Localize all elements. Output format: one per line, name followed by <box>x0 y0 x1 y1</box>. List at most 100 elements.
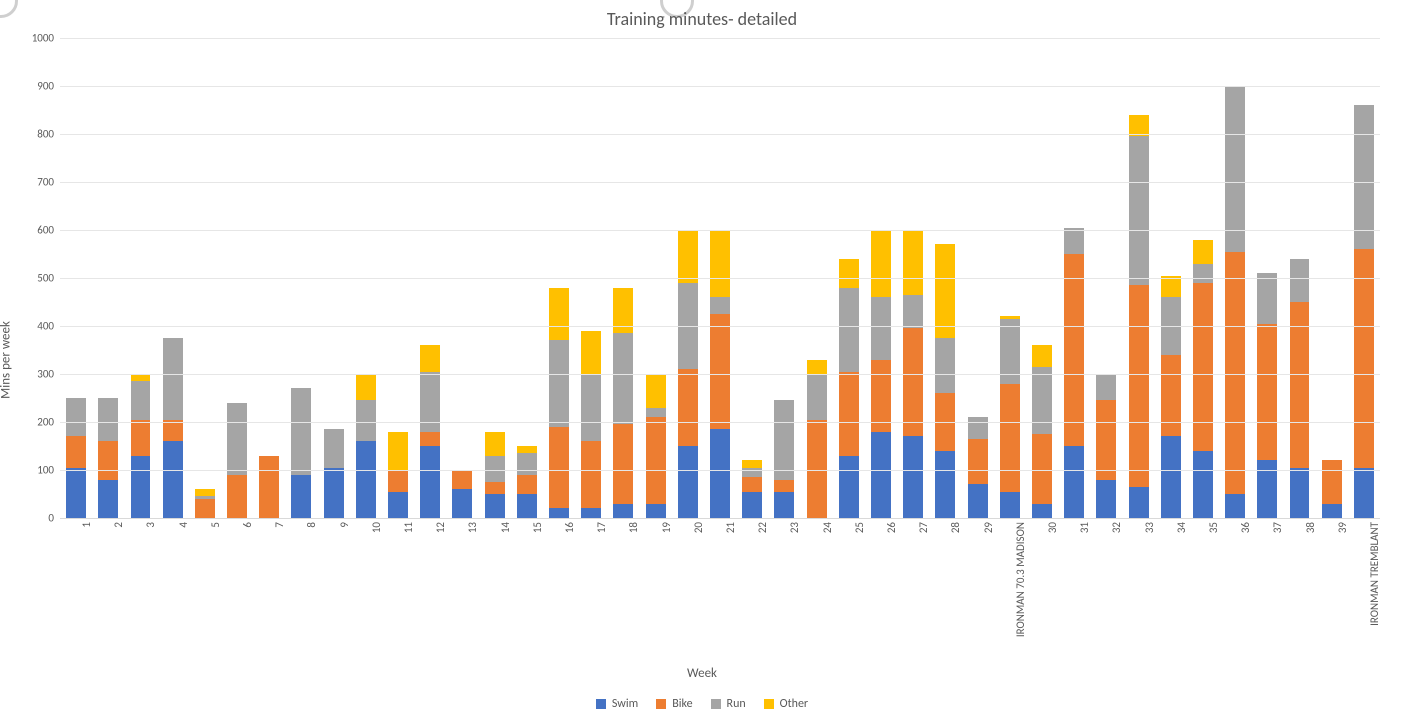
gridline <box>60 38 1380 39</box>
bar-segment-run <box>1354 105 1374 249</box>
x-tick-label: 26 <box>885 522 898 533</box>
bar-segment-swim <box>1354 468 1374 518</box>
bar-segment-bike <box>1129 285 1149 487</box>
bar-segment-swim <box>646 504 666 518</box>
bar-segment-swim <box>1322 504 1342 518</box>
bar-segment-other <box>678 230 698 283</box>
bar-segment-swim <box>839 456 859 518</box>
bar-segment-bike <box>388 470 408 492</box>
plot-area: 0100200300400500600700800900100012345678… <box>60 38 1380 519</box>
bar-segment-bike <box>646 417 666 503</box>
gridline <box>60 230 1380 231</box>
bar-segment-run <box>935 338 955 393</box>
y-tick-label: 800 <box>37 128 60 141</box>
x-tick-label: 24 <box>821 522 834 533</box>
bar-segment-swim <box>581 508 601 518</box>
bar-segment-bike <box>195 499 215 518</box>
x-tick-label: 12 <box>434 522 447 533</box>
bar-segment-bike <box>710 314 730 429</box>
bar-segment-swim <box>1096 480 1116 518</box>
x-tick-label: 19 <box>660 522 673 533</box>
y-tick-label: 600 <box>37 224 60 237</box>
gridline <box>60 86 1380 87</box>
bar-segment-other <box>710 230 730 297</box>
bar-segment-run <box>485 456 505 482</box>
x-tick-label: 31 <box>1078 522 1091 533</box>
bar-segment-run <box>1032 367 1052 434</box>
y-tick-label: 1000 <box>32 32 60 45</box>
bar-segment-other <box>646 374 666 408</box>
bar-segment-run <box>324 429 344 467</box>
chart-title: Training minutes- detailed <box>0 8 1404 30</box>
bar-segment-swim <box>131 456 151 518</box>
bar-segment-bike <box>903 328 923 436</box>
bar-segment-bike <box>1032 434 1052 504</box>
bar-segment-bike <box>871 360 891 432</box>
bar-segment-swim <box>66 468 86 518</box>
bar-segment-run <box>807 374 827 420</box>
bar-segment-other <box>485 432 505 456</box>
bar-segment-other <box>356 374 376 400</box>
bar-segment-swim <box>710 429 730 518</box>
legend-label: Run <box>727 697 746 711</box>
bar-segment-swim <box>163 441 183 518</box>
bar-segment-bike <box>485 482 505 494</box>
bar-segment-bike <box>549 427 569 509</box>
y-tick-label: 200 <box>37 416 60 429</box>
training-chart: Training minutes- detailed Mins per week… <box>0 0 1404 719</box>
x-tick-label: 29 <box>982 522 995 533</box>
bar-segment-bike <box>968 439 988 485</box>
bar-segment-swim <box>1064 446 1084 518</box>
bar-segment-swim <box>935 451 955 518</box>
legend-swatch <box>596 699 606 709</box>
bar-segment-other <box>1000 316 1020 318</box>
bar-segment-bike <box>227 475 247 518</box>
bar-segment-run <box>131 381 151 419</box>
y-tick-label: 300 <box>37 368 60 381</box>
x-tick-label: 5 <box>209 522 222 528</box>
bar-segment-run <box>646 408 666 418</box>
bar-segment-swim <box>1161 436 1181 518</box>
x-tick-label: 20 <box>692 522 705 533</box>
bar-segment-run <box>549 340 569 426</box>
bar-segment-bike <box>1257 324 1277 461</box>
x-tick-label: 35 <box>1207 522 1220 533</box>
bar-segment-swim <box>324 468 344 518</box>
bar-segment-bike <box>1193 283 1213 451</box>
bar-segment-run <box>227 403 247 475</box>
bar-segment-other <box>549 288 569 341</box>
bar-segment-run <box>613 333 633 424</box>
bar-segment-swim <box>1032 504 1052 518</box>
x-tick-label: IRONMAN TREMBLANT <box>1368 522 1381 626</box>
bar-segment-run <box>581 374 601 441</box>
bar-segment-swim <box>485 494 505 518</box>
x-tick-label: 4 <box>177 522 190 528</box>
x-tick-label: 9 <box>338 522 351 528</box>
bar-segment-other <box>131 374 151 381</box>
bar-segment-bike <box>678 369 698 446</box>
x-tick-label: 21 <box>724 522 737 533</box>
bar-segment-swim <box>420 446 440 518</box>
legend-label: Bike <box>672 697 692 711</box>
x-tick-label: 32 <box>1110 522 1123 533</box>
bar-segment-bike <box>1225 252 1245 494</box>
bar-segment-swim <box>549 508 569 518</box>
bar-segment-bike <box>807 420 827 518</box>
bar-segment-swim <box>678 446 698 518</box>
bar-segment-run <box>1129 136 1149 285</box>
x-tick-label: 30 <box>1046 522 1059 533</box>
bar-segment-other <box>839 259 859 288</box>
bar-segment-bike <box>259 456 279 518</box>
legend-item-swim: Swim <box>596 697 638 711</box>
x-tick-label: 8 <box>305 522 318 528</box>
bar-segment-run <box>356 400 376 441</box>
x-tick-label: 16 <box>563 522 576 533</box>
legend: Swim Bike Run Other <box>0 697 1404 711</box>
legend-item-bike: Bike <box>656 697 692 711</box>
bar-segment-swim <box>1290 468 1310 518</box>
bar-segment-swim <box>452 489 472 518</box>
legend-label: Other <box>780 697 808 711</box>
x-tick-label: IRONMAN 70.3 MADISON <box>1014 522 1027 637</box>
y-tick-label: 400 <box>37 320 60 333</box>
bar-segment-run <box>1064 228 1084 254</box>
